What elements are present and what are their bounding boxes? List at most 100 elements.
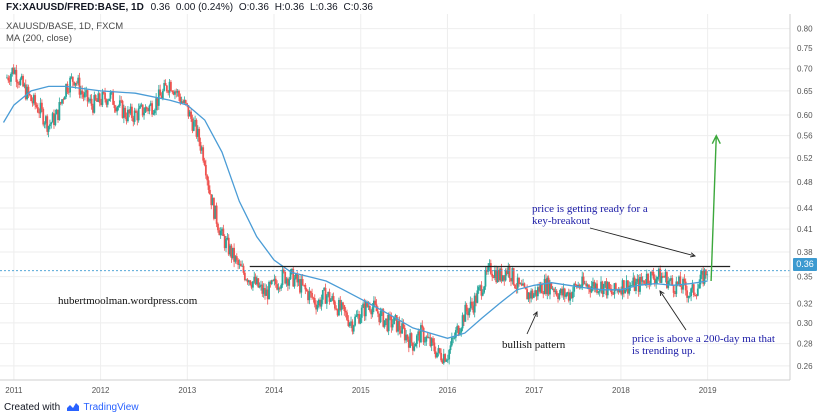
candle-body xyxy=(347,319,350,326)
candle-body xyxy=(694,294,697,296)
candle-body xyxy=(433,342,436,352)
candle-body xyxy=(8,80,11,82)
candle-body xyxy=(317,299,320,306)
candle-body xyxy=(418,331,421,343)
candle-body xyxy=(15,69,18,82)
y-tick-label: 0.26 xyxy=(797,362,813,371)
candle-body xyxy=(194,120,197,122)
candle-body xyxy=(464,304,467,322)
y-tick-label: 0.56 xyxy=(797,132,813,141)
ma-legend[interactable]: MA (200, close) xyxy=(6,33,72,44)
candle-body xyxy=(147,109,149,112)
candle-body xyxy=(532,294,535,298)
candle-body xyxy=(319,299,322,307)
candle-body xyxy=(636,278,639,282)
candle-body xyxy=(613,283,616,295)
candle-body xyxy=(366,301,369,307)
candle-body xyxy=(438,348,441,353)
candle-body xyxy=(277,287,280,290)
candle-body xyxy=(109,92,112,99)
x-tick-label: 2014 xyxy=(265,386,283,395)
candle-body xyxy=(367,305,370,307)
candle-body xyxy=(106,100,109,105)
candle-body xyxy=(210,194,213,206)
candle-body xyxy=(129,106,132,114)
candle-body xyxy=(631,285,633,286)
candle-body xyxy=(535,290,538,297)
y-tick-label: 0.28 xyxy=(797,340,813,349)
candle-body xyxy=(239,263,242,267)
candle-body xyxy=(214,205,217,219)
candle-body xyxy=(436,352,438,358)
candle-body xyxy=(61,99,63,104)
candle-body xyxy=(530,290,533,299)
candle-body xyxy=(34,95,37,105)
candle-body xyxy=(415,335,418,344)
candle-body xyxy=(141,104,144,116)
candle-body xyxy=(546,277,549,295)
candle-body xyxy=(320,299,323,307)
x-tick-label: 2018 xyxy=(612,386,630,395)
candle-body xyxy=(28,93,31,96)
candle-body xyxy=(399,330,402,334)
breakout-pointer-head xyxy=(690,252,696,258)
candle-body xyxy=(45,116,47,124)
candle-body xyxy=(70,76,73,78)
candle-body xyxy=(227,237,230,255)
candle-body xyxy=(171,90,174,92)
candle-body xyxy=(190,111,192,119)
candle-body xyxy=(131,106,133,118)
candle-body xyxy=(192,121,195,131)
candle-body xyxy=(67,91,70,93)
ma-note: price is above a 200-day ma that is tren… xyxy=(632,333,775,357)
candle-body xyxy=(273,278,276,281)
candle-body xyxy=(463,315,465,322)
candle-body xyxy=(377,311,379,314)
candle-body xyxy=(479,285,481,288)
candle-body xyxy=(83,92,86,98)
candle-body xyxy=(686,290,688,298)
candle-body xyxy=(625,280,628,290)
candle-body xyxy=(445,360,448,362)
series-legend[interactable]: XAUUSD/BASE, 1D, FXCM xyxy=(6,21,124,32)
candle-body xyxy=(633,277,636,291)
watermark-text: hubertmoolman.wordpress.com xyxy=(58,295,198,307)
created-with-text: Created with xyxy=(4,402,61,413)
candle-body xyxy=(506,270,508,274)
candle-body xyxy=(178,90,180,97)
candle-body xyxy=(308,291,311,301)
candle-body xyxy=(338,299,340,316)
candle-body xyxy=(672,284,675,293)
candle-body xyxy=(254,276,257,285)
candle-body xyxy=(372,300,375,308)
candle-body xyxy=(620,289,623,295)
candle-body xyxy=(344,310,347,313)
candle-body xyxy=(23,84,26,87)
candle-body xyxy=(563,288,566,297)
candle-body xyxy=(307,290,309,301)
tradingview-brand[interactable]: TradingView xyxy=(83,402,139,413)
candle-body xyxy=(332,296,335,302)
candle-body xyxy=(288,279,291,286)
candle-body xyxy=(127,109,129,122)
candle-body xyxy=(467,311,469,316)
candle-body xyxy=(493,270,496,278)
candle-body xyxy=(301,278,304,285)
candle-body xyxy=(566,292,569,295)
candle-body xyxy=(453,337,456,339)
candle-body xyxy=(573,283,576,292)
candle-body xyxy=(27,86,30,94)
candle-body xyxy=(588,284,590,290)
candle-body xyxy=(113,104,116,109)
candle-body xyxy=(370,310,373,315)
candle-body xyxy=(497,269,500,281)
candle-body xyxy=(352,325,355,332)
candle-body xyxy=(562,288,565,296)
candle-body xyxy=(213,198,215,219)
breakout-pointer-shaft xyxy=(589,227,696,257)
candle-body xyxy=(411,342,414,351)
candle-body xyxy=(172,91,175,95)
candle-body xyxy=(492,276,495,278)
candle-body xyxy=(441,360,444,364)
